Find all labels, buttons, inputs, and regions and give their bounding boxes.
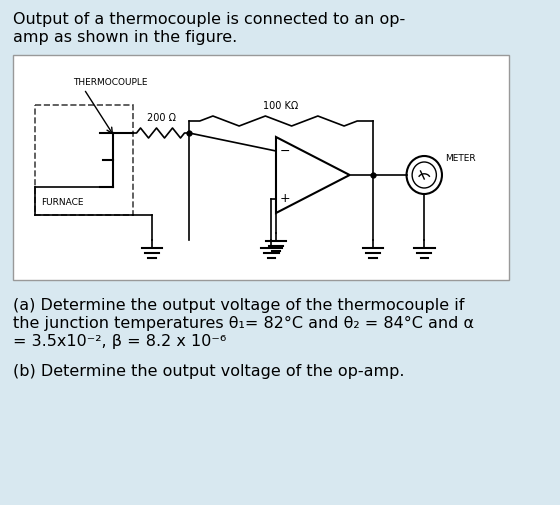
Text: Output of a thermocouple is connected to an op-: Output of a thermocouple is connected to… — [13, 12, 405, 27]
Text: −: − — [280, 144, 291, 158]
Text: FURNACE: FURNACE — [41, 198, 83, 207]
Text: THERMOCOUPLE: THERMOCOUPLE — [73, 78, 147, 87]
Text: 100 KΩ: 100 KΩ — [264, 101, 298, 111]
Text: = 3.5x10⁻², β = 8.2 x 10⁻⁶: = 3.5x10⁻², β = 8.2 x 10⁻⁶ — [13, 334, 226, 349]
Text: +: + — [280, 192, 291, 206]
Polygon shape — [276, 137, 349, 213]
Text: the junction temperatures θ₁= 82°C and θ₂ = 84°C and α: the junction temperatures θ₁= 82°C and θ… — [13, 316, 474, 331]
FancyBboxPatch shape — [35, 105, 133, 215]
Text: amp as shown in the figure.: amp as shown in the figure. — [13, 30, 237, 45]
Text: METER: METER — [445, 154, 475, 163]
Text: (a) Determine the output voltage of the thermocouple if: (a) Determine the output voltage of the … — [13, 298, 464, 313]
Text: 200 Ω: 200 Ω — [147, 113, 176, 123]
Text: (b) Determine the output voltage of the op-amp.: (b) Determine the output voltage of the … — [13, 364, 404, 379]
FancyBboxPatch shape — [13, 55, 509, 280]
